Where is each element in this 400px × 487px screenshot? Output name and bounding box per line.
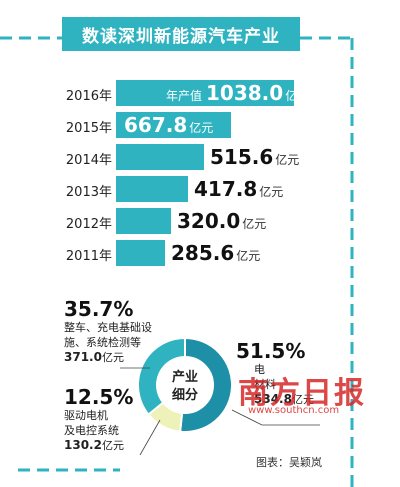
bar-value: 667.8 bbox=[124, 113, 188, 137]
bar-unit: 亿元 bbox=[189, 121, 214, 135]
bar-unit: 亿元 bbox=[259, 185, 284, 199]
watermark-logo: 南方日报 bbox=[238, 376, 366, 411]
segment-category: 整车、充电基础设 bbox=[64, 321, 152, 334]
bar-unit: 亿元 bbox=[275, 153, 300, 167]
page-title: 数读深圳新能源汽车产业 bbox=[62, 17, 300, 51]
chart-credit: 图表：吴颖岚 bbox=[256, 456, 322, 469]
pie-center-label: 细分 bbox=[172, 387, 198, 403]
bar-value-label: 417.8 亿元 bbox=[194, 177, 283, 203]
segment-amount: 534.8亿元 bbox=[254, 392, 314, 406]
bar bbox=[116, 208, 171, 234]
bar bbox=[116, 240, 165, 266]
segment-amount: 130.2亿元 bbox=[64, 438, 124, 452]
bar-year-label: 2014年 bbox=[65, 153, 112, 168]
segment-category: 电 bbox=[254, 363, 265, 376]
bar-year-label: 2011年 bbox=[65, 249, 112, 264]
leader-line bbox=[231, 409, 320, 426]
pie-slice bbox=[137, 336, 186, 416]
leader-line bbox=[139, 419, 161, 456]
bar-value: 515.6 bbox=[210, 145, 274, 169]
bar-unit: 亿元 bbox=[236, 249, 261, 263]
bar-value-label: 年产值 1038.0 亿元 bbox=[166, 81, 309, 107]
bar bbox=[116, 112, 231, 138]
pie-segment-label: 51.5% 电材料 534.8亿元 bbox=[236, 340, 314, 407]
bar-value-prefix: 年产值 bbox=[166, 89, 203, 103]
bar-value-label: 320.0 亿元 bbox=[177, 209, 266, 235]
bar bbox=[116, 176, 188, 202]
segment-category: 施、系统检测等 bbox=[64, 336, 141, 349]
pie-segment-label: 12.5% 驱动电机及电控系统 130.2亿元 bbox=[64, 386, 133, 453]
bar-value: 1038.0 bbox=[206, 81, 284, 105]
bar-year-label: 2015年 bbox=[65, 121, 112, 136]
bar-year-label: 2013年 bbox=[65, 185, 112, 200]
bar-unit: 亿元 bbox=[285, 89, 310, 103]
bar-value: 417.8 bbox=[194, 177, 258, 201]
segment-category: 驱动电机 bbox=[64, 409, 108, 422]
segment-percent: 51.5% bbox=[236, 339, 306, 363]
bar bbox=[116, 80, 294, 106]
bar-value-label: 515.6 亿元 bbox=[210, 145, 299, 171]
segment-percent: 12.5% bbox=[64, 385, 134, 409]
bar-value-label: 667.8 亿元 bbox=[124, 113, 213, 139]
segment-category: 材料 bbox=[254, 378, 276, 391]
segment-category: 及电控系统 bbox=[64, 424, 119, 437]
bar-value: 285.6 bbox=[171, 241, 235, 265]
pie-slice bbox=[179, 336, 233, 433]
bar bbox=[116, 144, 204, 170]
pie-center-label: 产业 bbox=[172, 369, 198, 385]
bar-unit: 亿元 bbox=[242, 217, 267, 231]
bar-year-label: 2012年 bbox=[65, 217, 112, 232]
bar-year-label: 2016年 bbox=[65, 89, 112, 104]
pie-segment-label: 35.7% 整车、充电基础设 施、系统检测等 371.0亿元 bbox=[64, 298, 152, 365]
segment-amount: 371.0亿元 bbox=[64, 350, 124, 364]
segment-percent: 35.7% bbox=[64, 297, 134, 321]
bar-value: 320.0 bbox=[177, 209, 241, 233]
bar-value-label: 285.6 亿元 bbox=[171, 241, 260, 267]
watermark-url: www.southcn.com bbox=[248, 405, 340, 416]
